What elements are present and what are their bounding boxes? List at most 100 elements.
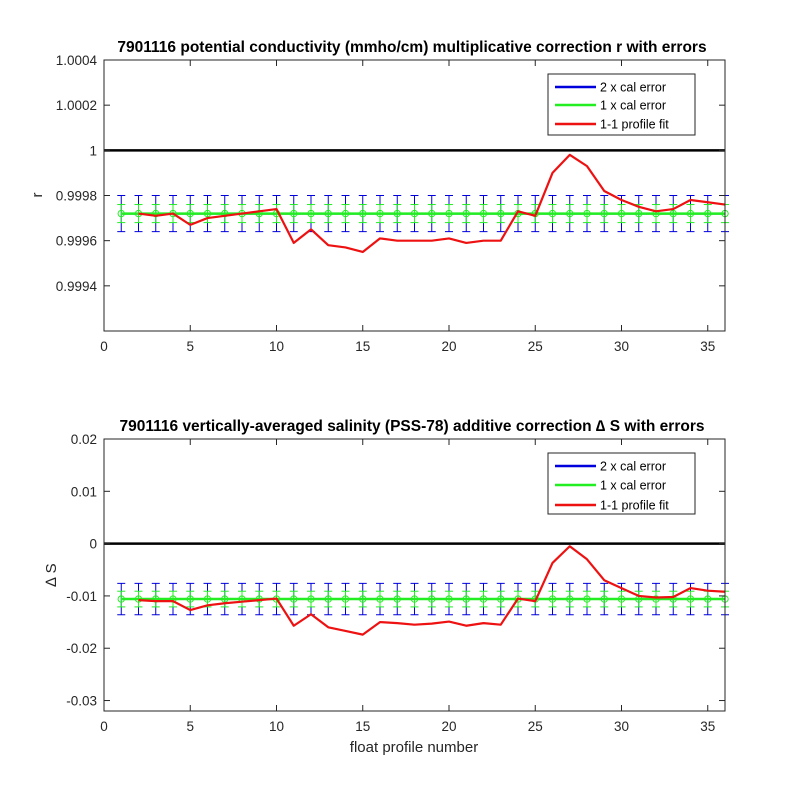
- calibration-marker: [117, 595, 125, 603]
- calibration-marker: [652, 595, 660, 603]
- calibration-marker: [134, 595, 143, 603]
- y-tick-label: 0.9996: [56, 234, 97, 249]
- calibration-marker: [428, 209, 436, 218]
- calibration-marker: [704, 595, 712, 603]
- calibration-marker: [566, 595, 574, 603]
- calibration-marker: [445, 209, 453, 218]
- calibration-marker: [307, 209, 315, 218]
- y-tick-label: 1.0004: [56, 53, 98, 68]
- legend-label-profile-fit: 1-1 profile fit: [600, 499, 669, 513]
- calibration-marker: [600, 595, 608, 603]
- series-line-profile-fit: [138, 545, 726, 636]
- x-tick-label: 30: [614, 719, 629, 734]
- calibration-marker: [617, 209, 626, 218]
- chart-title: 7901116 potential conductivity (mmho/cm)…: [117, 39, 706, 56]
- x-tick-label: 10: [269, 719, 284, 734]
- x-tick-label: 25: [528, 719, 543, 734]
- calibration-marker: [203, 209, 212, 218]
- x-tick-label: 25: [528, 339, 543, 354]
- calibration-marker: [290, 209, 298, 218]
- calibration-marker: [686, 209, 695, 218]
- legend-label-1x-error: 1 x cal error: [600, 479, 666, 493]
- calibration-marker: [290, 595, 298, 603]
- chart-title: 7901116 vertically-averaged salinity (PS…: [120, 418, 705, 435]
- x-tick-label: 35: [700, 719, 715, 734]
- calibration-marker: [462, 209, 470, 218]
- calibration-marker: [583, 209, 591, 218]
- y-tick-label: 0.02: [71, 432, 97, 447]
- legend-label-2x-error: 2 x cal error: [600, 460, 666, 474]
- legend-label-profile-fit: 1-1 profile fit: [600, 118, 669, 132]
- y-tick-label: -0.02: [66, 641, 97, 656]
- calibration-marker: [635, 209, 643, 218]
- calibration-marker: [548, 595, 557, 603]
- calibration-marker: [376, 209, 384, 218]
- calibration-marker: [462, 595, 470, 603]
- x-tick-label: 0: [100, 339, 108, 354]
- calibration-marker: [548, 209, 557, 218]
- legend: 2 x cal error 1 x cal error 1-1 profile …: [547, 452, 696, 515]
- x-tick-label: 15: [355, 719, 370, 734]
- y-tick-label: 1: [89, 143, 97, 158]
- panel-conductivity-correction: 7901116 potential conductivity (mmho/cm)…: [29, 39, 729, 354]
- x-tick-label: 35: [700, 339, 715, 354]
- y-tick-label: -0.03: [66, 694, 97, 709]
- calibration-marker: [186, 209, 194, 218]
- calibration-marker: [307, 595, 315, 603]
- calibration-marker: [479, 209, 488, 218]
- x-tick-label: 0: [100, 719, 108, 734]
- legend: 2 x cal error 1 x cal error 1-1 profile …: [547, 73, 696, 136]
- calibration-marker: [324, 595, 332, 603]
- calibration-marker: [341, 209, 350, 218]
- calibration-marker: [393, 595, 401, 603]
- x-tick-label: 10: [269, 339, 284, 354]
- axes-box: [103, 438, 726, 712]
- y-tick-label: 0.9994: [56, 279, 98, 294]
- x-tick-label: 30: [614, 339, 629, 354]
- calibration-marker: [686, 595, 695, 603]
- x-tick-label: 5: [186, 339, 194, 354]
- calibration-marker: [359, 209, 367, 218]
- x-tick-label: 15: [355, 339, 370, 354]
- calibration-marker: [186, 595, 194, 603]
- calibration-marker: [566, 209, 574, 218]
- y-axis-label: r: [29, 193, 46, 198]
- x-axis-label: float profile number: [350, 739, 478, 756]
- y-tick-label: 1.0002: [56, 98, 97, 113]
- calibration-marker: [704, 209, 712, 218]
- calibration-marker: [152, 595, 160, 603]
- calibration-marker: [583, 595, 591, 603]
- calibration-marker: [324, 209, 332, 218]
- calibration-marker: [479, 595, 488, 603]
- calibration-marker: [617, 595, 626, 603]
- calibration-marker: [428, 595, 436, 603]
- panel-salinity-correction: 7901116 vertically-averaged salinity (PS…: [43, 418, 729, 756]
- y-axis-label: ∆ S: [43, 563, 60, 586]
- calibration-marker: [410, 209, 419, 218]
- x-tick-label: 20: [441, 339, 456, 354]
- y-tick-label: -0.01: [66, 589, 97, 604]
- series-line-profile-fit: [138, 153, 726, 254]
- legend-label-2x-error: 2 x cal error: [600, 81, 666, 95]
- tick-labels: 0 5 10 15 20 25 30 35 -0.03 -0.02 -0.01 0 0.01 0.02: [66, 432, 715, 734]
- calibration-marker: [410, 595, 419, 603]
- y-tick-label: 0.01: [71, 484, 97, 499]
- calibration-marker: [203, 595, 212, 603]
- tick-labels: 0 5 10 15 20 25 30 35 0.9994 0.9996 0.9998 1 1.0002 1…: [56, 53, 716, 354]
- calibration-marker: [359, 595, 367, 603]
- x-tick-label: 5: [186, 719, 194, 734]
- calibration-marker: [531, 595, 539, 603]
- calibration-marker: [341, 595, 350, 603]
- calibration-marker: [497, 595, 505, 603]
- y-tick-label: 0: [89, 537, 97, 552]
- y-tick-label: 0.9998: [56, 189, 97, 204]
- x-tick-label: 20: [441, 719, 456, 734]
- calibration-marker: [445, 595, 453, 603]
- calibration-marker: [393, 209, 401, 218]
- calibration-marker: [117, 209, 125, 218]
- calibration-marker: [376, 595, 384, 603]
- legend-label-1x-error: 1 x cal error: [600, 99, 666, 113]
- calibration-marker: [497, 209, 505, 218]
- calibration-marker: [669, 209, 677, 218]
